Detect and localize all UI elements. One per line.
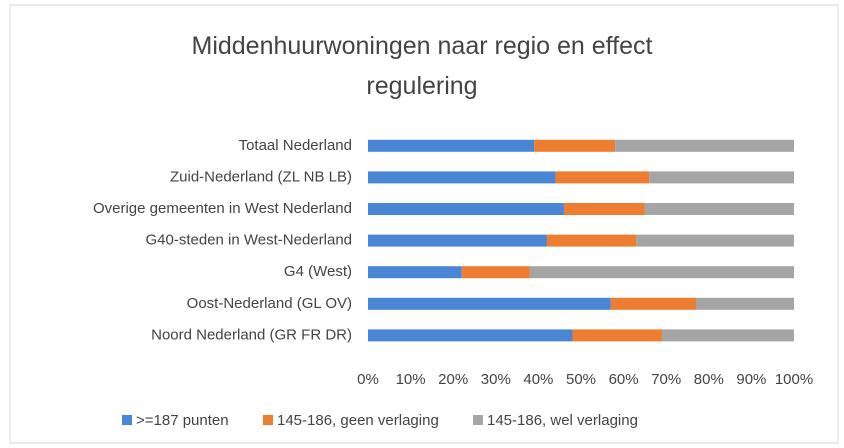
bar-segment [368, 171, 556, 184]
x-tick-label: 40% [523, 371, 553, 388]
bar-segment [368, 297, 611, 310]
legend-label: >=187 punten [136, 412, 229, 429]
y-tick-label: G40-steden in West-Nederland [146, 232, 353, 249]
bar-segment [563, 203, 645, 215]
x-tick-label: 10% [396, 371, 426, 388]
legend-swatch [473, 415, 483, 425]
x-tick-label: 60% [609, 371, 639, 388]
x-tick-label: 100% [775, 371, 813, 388]
y-tick-label: Oost-Nederland (GL OV) [187, 295, 352, 312]
x-tick-label: 0% [357, 371, 379, 388]
x-tick-label: 80% [694, 371, 724, 388]
x-tick-label: 70% [651, 371, 681, 388]
y-tick-label: Noord Nederland (GR FR DR) [151, 326, 352, 343]
bar-segment [368, 234, 547, 247]
bar-segment [696, 297, 794, 310]
x-tick-label: 30% [481, 371, 511, 388]
bar-segment [461, 266, 530, 279]
y-tick-label: Zuid-Nederland (ZL NB LB) [170, 168, 352, 185]
bar-segment [546, 234, 637, 247]
bar-segment [661, 329, 794, 342]
bar-segment [615, 139, 794, 152]
x-tick-label: 20% [438, 371, 468, 388]
y-tick-label: Overige gemeenten in West Nederland [93, 200, 352, 217]
legend-label: 145-186, geen verlaging [277, 412, 439, 429]
x-tick-label: 50% [566, 371, 596, 388]
bar-segment [368, 266, 462, 279]
bar-segment [636, 234, 794, 247]
legend-swatch [263, 415, 273, 425]
bar-segment [368, 139, 535, 152]
bar-segment [610, 297, 697, 310]
chart-title: Middenhuurwoningen naar regio en effect … [191, 32, 653, 100]
y-tick-label: G4 (West) [284, 263, 352, 280]
chart-border [9, 4, 839, 444]
bar-segment [555, 171, 650, 184]
legend-label: 145-186, wel verlaging [487, 412, 638, 429]
bar-segment [644, 203, 794, 215]
bar-segment [368, 329, 573, 342]
y-tick-label: Totaal Nederland [239, 137, 352, 154]
bar-segment [534, 139, 616, 152]
bar-segment [572, 329, 662, 342]
bar-segment [649, 171, 794, 184]
bar-segment [529, 266, 794, 279]
bar-segment [368, 203, 564, 215]
legend-swatch [122, 415, 132, 425]
x-tick-label: 90% [736, 371, 766, 388]
